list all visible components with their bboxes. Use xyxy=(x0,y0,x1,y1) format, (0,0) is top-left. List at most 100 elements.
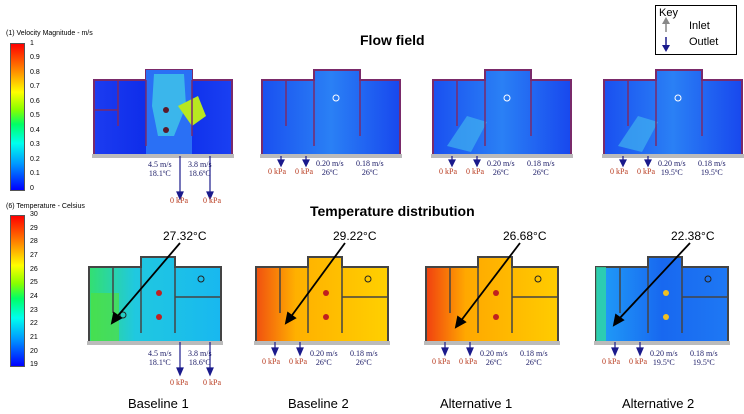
velocity-label: 0.18 m/s xyxy=(356,159,384,168)
velocity-label: 0.20 m/s xyxy=(480,349,508,358)
temp-a2-outlet-1: 0.20 m/s 19.5ºC xyxy=(650,349,678,367)
outlet-arrow-icon xyxy=(176,191,184,201)
case-label-baseline-2: Baseline 2 xyxy=(288,396,349,411)
velocity-tick: 0.3 xyxy=(30,141,40,148)
outlet-arrow-icon xyxy=(473,159,481,168)
velocity-label: 3.8 m/s xyxy=(188,160,212,169)
velocity-label: 0.20 m/s xyxy=(487,159,515,168)
pressure-label: 0 kPa xyxy=(203,196,221,205)
velocity-tick: 1 xyxy=(30,40,34,47)
temp-label: 18.1ºC xyxy=(148,169,171,178)
velocity-label: 0.18 m/s xyxy=(350,349,378,358)
temp-a1-outlet-2: 0.18 m/s 26ºC xyxy=(520,349,548,367)
temp-label: 26ºC xyxy=(485,358,502,367)
temp-callout-alternative-1: 26.68°C xyxy=(503,229,547,243)
outlet-arrow-icon xyxy=(644,159,652,168)
outlet-arrow-icon xyxy=(206,367,214,377)
outlet-arrow-icon xyxy=(662,45,670,52)
inlet-arrow-icon xyxy=(662,17,670,24)
outlet-arrow-icon xyxy=(302,159,310,168)
velocity-tick: 0.6 xyxy=(30,98,40,105)
temp-label: 18.6ºC xyxy=(188,169,211,178)
velocity-tick: 0.9 xyxy=(30,54,40,61)
velocity-label: 0.20 m/s xyxy=(316,159,344,168)
temperature-distribution-title: Temperature distribution xyxy=(310,203,475,219)
flow-a2-outlet-2: 0.18 m/s 19.5ºC xyxy=(698,159,726,177)
key-arrows xyxy=(662,17,670,52)
pressure-label: 0 kPa xyxy=(466,167,484,176)
temp-callout-baseline-2: 29.22°C xyxy=(333,229,377,243)
velocity-label: 0.18 m/s xyxy=(520,349,548,358)
velocity-label: 4.5 m/s xyxy=(148,160,172,169)
key-inlet-label: Inlet xyxy=(689,20,710,32)
pressure-label: 0 kPa xyxy=(602,357,620,366)
pressure-label: 0 kPa xyxy=(439,167,457,176)
flow-plan-baseline-2 xyxy=(260,69,402,158)
pressure-label: 0 kPa xyxy=(268,167,286,176)
temp-label: 26ºC xyxy=(355,358,372,367)
flow-plan-baseline-1 xyxy=(92,69,234,158)
outlet-arrow-icon xyxy=(636,347,644,357)
temp-plan-alternative-2 xyxy=(594,256,730,345)
temp-label: 26ºC xyxy=(532,168,549,177)
velocity-label: 0.20 m/s xyxy=(650,349,678,358)
velocity-label: 0.20 m/s xyxy=(310,349,338,358)
temperature-tick: 25 xyxy=(30,279,38,286)
velocity-tick: 0.4 xyxy=(30,127,40,134)
flow-a1-outlet-1: 0.20 m/s 26ºC xyxy=(487,159,515,177)
outlet-arrow-icon xyxy=(176,367,184,377)
velocity-label: 0.18 m/s xyxy=(698,159,726,168)
flow-b2-outlet-2: 0.18 m/s 26ºC xyxy=(356,159,384,177)
flow-plan-alternative-2 xyxy=(602,69,744,158)
case-label-alternative-1: Alternative 1 xyxy=(440,396,513,411)
temperature-tick: 28 xyxy=(30,238,38,245)
temperature-tick: 21 xyxy=(30,334,38,341)
flow-field-title: Flow field xyxy=(360,32,425,48)
temperature-colorbar xyxy=(10,215,25,367)
legend-key: Key Inlet Outlet xyxy=(655,5,737,55)
pressure-label: 0 kPa xyxy=(289,357,307,366)
temperature-tick: 26 xyxy=(30,266,38,273)
velocity-tick: 0 xyxy=(30,185,34,192)
temperature-tick: 30 xyxy=(30,211,38,218)
outlet-arrow-icon xyxy=(448,159,456,168)
temp-a2-outlet-2: 0.18 m/s 19.5ºC xyxy=(690,349,718,367)
temp-b2-outlet-1: 0.20 m/s 26ºC xyxy=(310,349,338,367)
outlet-arrow-icon xyxy=(206,191,214,201)
outlet-arrow-icon xyxy=(271,347,279,357)
temp-label: 26ºC xyxy=(525,358,542,367)
outlet-arrow-icon xyxy=(277,159,285,168)
temp-callout-alternative-2: 22.38°C xyxy=(671,229,715,243)
temp-label: 26ºC xyxy=(321,168,338,177)
flow-b2-outlet-1: 0.20 m/s 26ºC xyxy=(316,159,344,177)
temp-label: 26ºC xyxy=(361,168,378,177)
temp-label: 19.5ºC xyxy=(700,168,723,177)
pressure-label: 0 kPa xyxy=(295,167,313,176)
temp-label: 19.5ºC xyxy=(652,358,675,367)
temperature-tick: 19 xyxy=(30,361,38,368)
pressure-label: 0 kPa xyxy=(170,196,188,205)
pressure-label: 0 kPa xyxy=(459,357,477,366)
outlet-arrow-icon xyxy=(619,159,627,168)
velocity-tick: 0.7 xyxy=(30,83,40,90)
outlet-arrow-icon xyxy=(296,347,304,357)
temp-callout-baseline-1: 27.32°C xyxy=(163,229,207,243)
velocity-tick: 0.5 xyxy=(30,112,40,119)
temp-label: 18.1ºC xyxy=(148,358,171,367)
flow-arrows xyxy=(176,156,652,201)
temp-b1-outlet-1: 4.5 m/s 18.1ºC xyxy=(148,349,172,367)
velocity-colorbar xyxy=(10,43,25,191)
pressure-label: 0 kPa xyxy=(610,167,628,176)
temp-label: 26ºC xyxy=(492,168,509,177)
temp-label: 18.6ºC xyxy=(188,358,211,367)
velocity-label: 0.18 m/s xyxy=(690,349,718,358)
pressure-label: 0 kPa xyxy=(170,378,188,387)
velocity-tick: 0.8 xyxy=(30,69,40,76)
key-outlet-label: Outlet xyxy=(689,36,719,48)
case-label-alternative-2: Alternative 2 xyxy=(622,396,695,411)
pressure-label: 0 kPa xyxy=(262,357,280,366)
flow-b1-outlet-2: 3.8 m/s 18.6ºC xyxy=(188,160,212,178)
key-title: Key xyxy=(659,7,678,19)
temperature-tick: 23 xyxy=(30,307,38,314)
